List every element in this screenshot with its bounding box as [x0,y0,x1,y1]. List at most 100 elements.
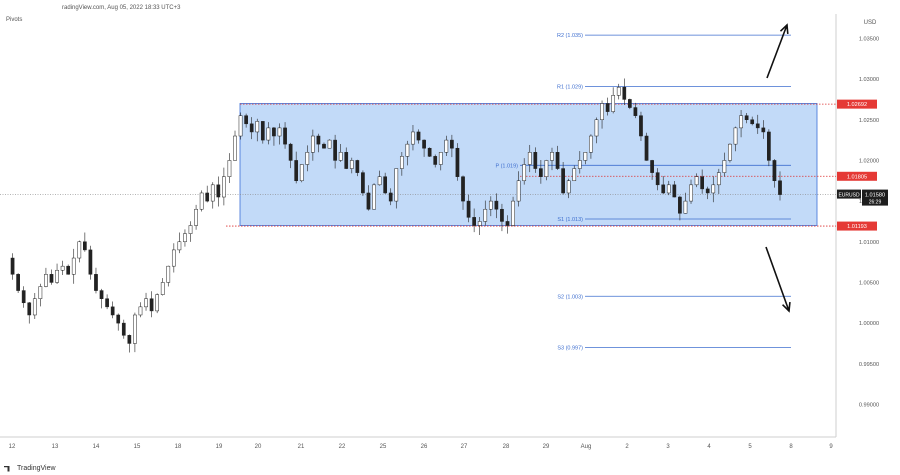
candle-body [522,164,527,182]
candle-body [594,119,599,137]
candle-body [477,221,482,226]
candle-body [488,200,493,210]
candle-body [433,156,438,165]
x-tick-label: 26 [421,444,428,450]
y-tick-label: 1.01000 [859,240,879,246]
candle-body [110,306,115,316]
candle-body [444,139,449,153]
candle-body [438,152,443,165]
candle-body [500,208,504,222]
pivot-label: P (1.019) [495,163,518,169]
candle-body [277,127,282,137]
candle-body [260,121,265,141]
x-tick-label: 14 [93,444,100,450]
candle-body [422,139,426,149]
x-tick-label: 3 [666,444,670,450]
candle-body [466,200,471,218]
candle-body [316,135,321,145]
candle-body [683,200,688,214]
x-tick-label: 5 [748,444,752,450]
candle-body [572,168,577,182]
candle-body [555,152,560,169]
x-tick-label: 29 [543,444,550,450]
candle-body [210,184,215,202]
candle-body [427,147,432,157]
candle-body [388,192,393,202]
candle-body [577,160,582,169]
candle-body [27,302,32,316]
candle-body [105,298,109,308]
candle-body [700,176,704,190]
candle-body [177,241,182,251]
y-tick-label: 0.99500 [859,362,879,368]
candle-body [672,184,677,198]
candle-body [160,282,165,295]
candle-body [650,160,654,173]
candle-body [249,123,254,133]
candle-body [77,241,82,259]
candle-body [550,152,554,161]
candle-body [511,200,515,226]
candle-body [205,192,210,202]
candle-body [305,152,310,165]
y-tick-label: 1.00500 [859,280,879,286]
candle-body [311,135,315,153]
candle-body [561,168,565,194]
candle-body [60,265,65,271]
candle-body [288,143,293,161]
breakout-up-arrow-head [779,23,789,35]
x-tick-label: 21 [298,444,305,450]
candle-body [611,95,616,112]
pivot-label: S3 (0.997) [557,346,583,352]
y-tick-label: 1.02000 [859,158,879,164]
candle-body [116,314,121,324]
x-tick-label: 13 [52,444,59,450]
candle-body [44,274,48,287]
candle-body [644,135,649,161]
candle-body [372,184,376,210]
candle-body [527,152,532,165]
candle-body [327,139,332,149]
candle-body [166,265,171,283]
x-tick-label: 8 [789,444,793,450]
candle-body [16,274,20,291]
candle-body [461,176,465,202]
candle-body [739,115,743,129]
candle-body [194,208,198,226]
candle-body [589,135,593,153]
candle-body [755,123,760,129]
level-badge-text: 1.01193 [847,224,867,230]
candle-body [94,274,98,291]
y-tick-label: 1.03500 [859,36,879,42]
candle-body [744,115,749,121]
x-tick-label: 4 [707,444,711,450]
symbol-badge [837,189,861,199]
candle-body [55,269,59,283]
candle-body [566,180,571,194]
candle-body [655,172,660,186]
candle-body [88,249,93,275]
candle-body [761,127,766,133]
chart-header: radingView.com, Aug 05, 2022 18:33 UTC+3 [62,5,181,11]
candle-body [144,298,148,308]
symbol-badge-text: EURUSD [838,192,860,198]
candle-body [199,192,204,210]
candle-body [149,298,154,312]
y-tick-label: 1.02500 [859,118,879,124]
candle-body [666,184,671,194]
candle-body [616,86,621,96]
x-tick-label: 12 [9,444,16,450]
candle-body [483,208,488,222]
candle-body [661,184,666,194]
candle-body [233,135,237,161]
breakout-up-arrow [766,24,788,79]
candle-body [728,143,732,161]
pivot-label: R2 (1.035) [557,33,583,39]
candle-body [10,257,15,275]
candle-body [361,172,365,194]
candle-body [138,306,143,316]
candle-body [333,139,337,161]
candle-body [366,192,371,210]
candle-body [322,143,326,149]
